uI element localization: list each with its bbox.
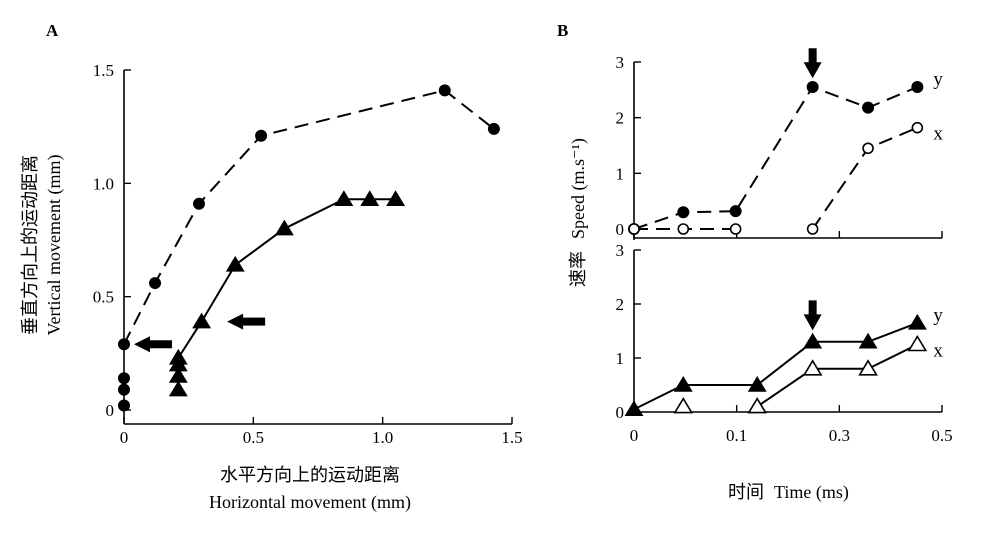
panel-a-series-1-point (118, 399, 130, 412)
panel-b-bottom-arrow-shaft (808, 300, 817, 317)
panel-b-top-series-x-point (862, 142, 874, 155)
panel-b-bottom-series-x-line (756, 343, 918, 408)
panel-b-top-series-y-label: y (933, 69, 943, 90)
panel-b-bottom-series-y-point (747, 376, 767, 392)
panel-a-series-1-point (118, 338, 130, 351)
panel-b-top-series-y-point (729, 205, 742, 218)
panel-a-xtick-label: 0.5 (243, 428, 264, 447)
panel-b-ylabel-zh: 速率 (568, 251, 588, 287)
panel-b-xlabel-en: Time (ms) (774, 482, 849, 503)
panel-b-axes: 0 0.1 0.3 0.5 0 1 2 3 0 1 2 3 (616, 53, 953, 445)
panel-b-top-series-x-point (628, 223, 640, 235)
panel-a-arrow-2-shaft (241, 317, 266, 326)
panel-a-series-2-point (168, 367, 188, 383)
panel-a-series-1-point (255, 129, 268, 142)
panel-b-top-series-x-point (911, 121, 924, 134)
panel-a-series-2-point (192, 312, 212, 329)
panel-b-top-series-y-point (806, 81, 819, 94)
panel-b-xtick-label: 0.1 (726, 426, 747, 445)
panel-a-xlabel-en: Horizontal movement (mm) (209, 492, 411, 513)
panel-b-top-series-y-line (633, 85, 918, 230)
panel-b-top-series-x-point (677, 223, 690, 235)
panel-a-series-1-line (123, 89, 495, 345)
panel-a-arrow-1-head (134, 336, 150, 353)
panel-b-xlabel-zh: 时间 (728, 482, 764, 502)
panel-b-bottom-ytick-label: 1 (616, 349, 625, 368)
panel-a-series-2-point (168, 348, 188, 365)
panel-b-bottom-series-x-point (747, 397, 768, 414)
panel-b-bottom-series-y-line (633, 321, 918, 411)
panel-b-top-ytick-label: 0 (616, 220, 625, 239)
panel-a-series-2-point (168, 380, 188, 397)
panel-b-top-arrow-shaft (808, 48, 817, 65)
panel-a-xlabel-zh: 水平方向上的运动距离 (220, 465, 400, 485)
panel-a-ytick-label: 0.5 (93, 288, 114, 307)
panel-b-xlabel: 时间 Time (ms) (728, 482, 849, 503)
panel-a-ylabel-en: Vertical movement (mm) (44, 155, 65, 336)
panel-a-series-2-point (225, 255, 245, 272)
panel-a-series-1-point (438, 84, 451, 97)
panel-b-bottom-series-y-point (907, 313, 927, 330)
panel-a-arrow-1-shaft (148, 340, 172, 349)
panel-b-top-series-x-point (806, 223, 819, 235)
panel-b-label: B (557, 21, 568, 40)
panel-b-top-series-x-line (811, 126, 918, 230)
panel-b-bottom-series-y-point (803, 332, 823, 349)
panel-b-ylabel-en: Speed (m.s⁻¹) (568, 138, 589, 239)
panel-b-bottom-series-y-label: y (933, 305, 943, 326)
panel-b-top-ytick-label: 3 (616, 53, 625, 72)
panel-a-ytick-label: 1.0 (93, 174, 114, 193)
panel-b-bottom-series-y-point (858, 332, 878, 349)
panel-b-bottom-series-y-point (624, 400, 644, 417)
panel-a-series-1-point (487, 122, 500, 135)
panel-a-arrow-2-head (227, 313, 244, 330)
panel-a-series-2-point (360, 190, 380, 206)
panel-b-top-ytick-label: 1 (616, 164, 625, 183)
panel-a-series-2-line (177, 198, 396, 359)
panel-a-ytick-label: 0 (106, 401, 115, 420)
panel-a-series-1-point (118, 372, 130, 385)
panel-b-xtick-label: 0 (630, 426, 639, 445)
panel-b-bottom-ytick-label: 0 (616, 403, 625, 422)
panel-a-xtick-label: 0 (120, 428, 129, 447)
panel-b-bottom-series-x-point (673, 397, 694, 414)
panel-a-series-2-point (386, 190, 406, 206)
panel-b-bottom-series-x-point (802, 359, 823, 376)
panel-b-bottom-series-x-point (858, 359, 878, 376)
panel-b-bottom-series-x-label: x (933, 341, 943, 362)
panel-b-top-series-x-point (729, 223, 742, 235)
panel-b-top-series-y-point (862, 101, 875, 114)
panel-b-bottom-arrow-head (803, 314, 822, 331)
panel-a-series-1-point (149, 277, 162, 290)
panel-a-series-1-point (193, 197, 206, 210)
panel-b-ylabel: 速率 Speed (m.s⁻¹) (568, 138, 589, 287)
panel-a-xtick-label: 1.0 (372, 428, 393, 447)
panel-a-series-2-point (334, 190, 354, 206)
panel-a-ylabel-zh: 垂直方向上的运动距离 (20, 155, 40, 335)
panel-b-xtick-label: 0.3 (829, 426, 850, 445)
panel-b-bottom-series-y-point (673, 376, 693, 392)
panel-a-series-1-point (118, 383, 130, 396)
panel-a-plot (118, 84, 500, 412)
panel-b-top-arrow-head (803, 62, 822, 79)
panel-a-xtick-label: 1.5 (501, 428, 522, 447)
panel-b-bottom-ytick-label: 3 (616, 241, 625, 260)
panel-b-top-series-y-point (677, 206, 690, 219)
panel-b-bottom-ytick-label: 2 (616, 295, 625, 314)
panel-b-bottom-series-x-point (907, 334, 928, 352)
panel-b-top-ytick-label: 2 (616, 109, 625, 128)
panel-a-ytick-label: 1.5 (93, 61, 114, 80)
panel-b-top-series-y-point (911, 81, 924, 94)
panel-b-top-series-x-label: x (933, 124, 943, 145)
panel-a-axes: 0 0.5 1.0 1.5 0 0.5 1.0 1.5 (93, 61, 523, 447)
panel-a-label: A (46, 21, 59, 40)
panel-b-xtick-label: 0.5 (931, 426, 952, 445)
panel-a-series-2-point (274, 219, 294, 236)
